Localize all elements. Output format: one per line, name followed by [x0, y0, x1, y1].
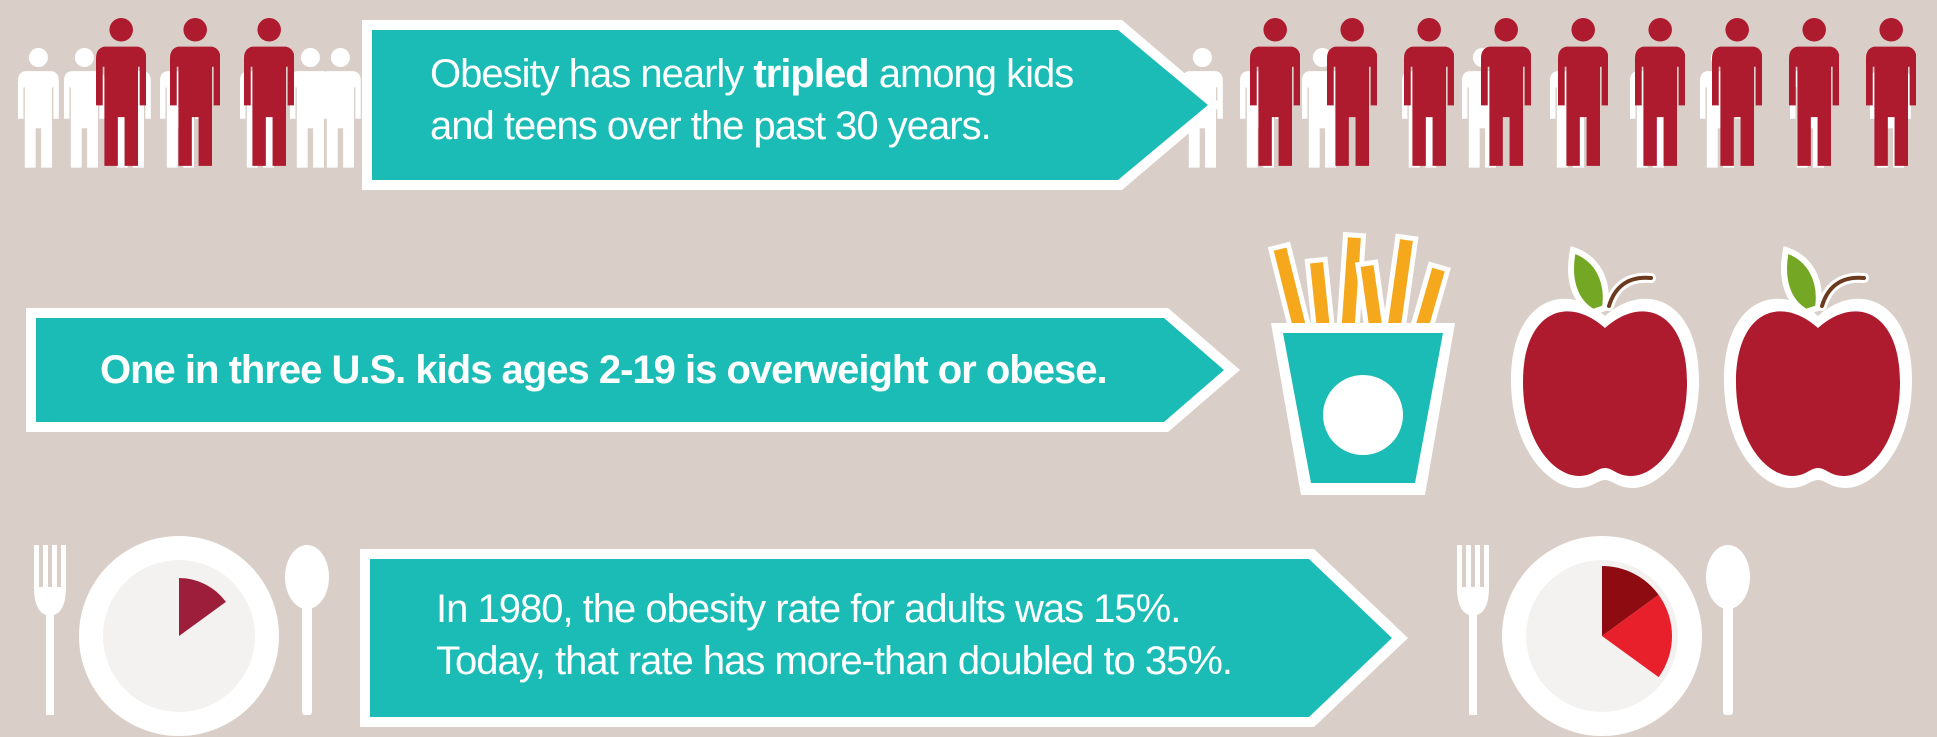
pie-slice-1980: [179, 578, 226, 636]
person-icon: [1327, 18, 1378, 166]
banner-top-line2: and teens over the past 30 years.: [430, 104, 992, 148]
banner-top-line1-bold: tripled: [753, 52, 869, 96]
fork-icon: [34, 545, 66, 715]
person-icon: [244, 18, 295, 166]
banner-obesity-tripled-text: Obesity has nearly tripled among kids an…: [430, 48, 1075, 152]
spoon-icon: [285, 545, 329, 715]
person-icon: [1404, 18, 1455, 166]
plate-pie-icon: [1502, 536, 1702, 736]
person-icon: [1712, 18, 1763, 166]
person-icon: [96, 18, 147, 166]
french-fries-icon: [1267, 231, 1455, 495]
person-icon: [1250, 18, 1301, 166]
person-icon: [320, 48, 361, 168]
apple-icon: [1511, 246, 1699, 488]
banner-one-in-three: One in three U.S. kids ages 2-19 is over…: [18, 300, 1248, 440]
person-icon: [1789, 18, 1840, 166]
banner-top-line1-pre: Obesity has nearly: [430, 52, 754, 96]
pie-slice-today-dark: [1602, 566, 1659, 636]
person-icon: [170, 18, 221, 166]
banner-bottom-line1: In 1980, the obesity rate for adults was…: [436, 587, 1181, 631]
pie-slice-today-light: [1602, 594, 1672, 678]
person-icon: [64, 48, 105, 168]
banner-adult-rate: In 1980, the obesity rate for adults was…: [354, 543, 1414, 733]
banner-one-in-three-text: One in three U.S. kids ages 2-19 is over…: [100, 344, 1108, 396]
apple-icon: [1724, 246, 1912, 488]
banner-shape: [360, 549, 1408, 727]
banner-shape: [362, 20, 1222, 190]
banner-middle-text: One in three U.S. kids ages 2-19 is over…: [100, 348, 1108, 392]
person-icon: [1635, 18, 1686, 166]
banner-shape: [26, 308, 1240, 432]
banner-adult-rate-text: In 1980, the obesity rate for adults was…: [436, 583, 1233, 687]
person-icon: [1558, 18, 1609, 166]
fork-icon: [1457, 545, 1489, 715]
person-icon: [1481, 18, 1532, 166]
plate-pie-icon: [79, 536, 279, 736]
person-icon: [1866, 18, 1917, 166]
banner-bottom-line2: Today, that rate has more-than doubled t…: [436, 639, 1233, 683]
person-icon: [18, 48, 59, 168]
banner-obesity-tripled: Obesity has nearly tripled among kids an…: [352, 10, 1232, 200]
banner-top-line1-post: among kids: [868, 52, 1075, 96]
spoon-icon: [1706, 545, 1750, 715]
